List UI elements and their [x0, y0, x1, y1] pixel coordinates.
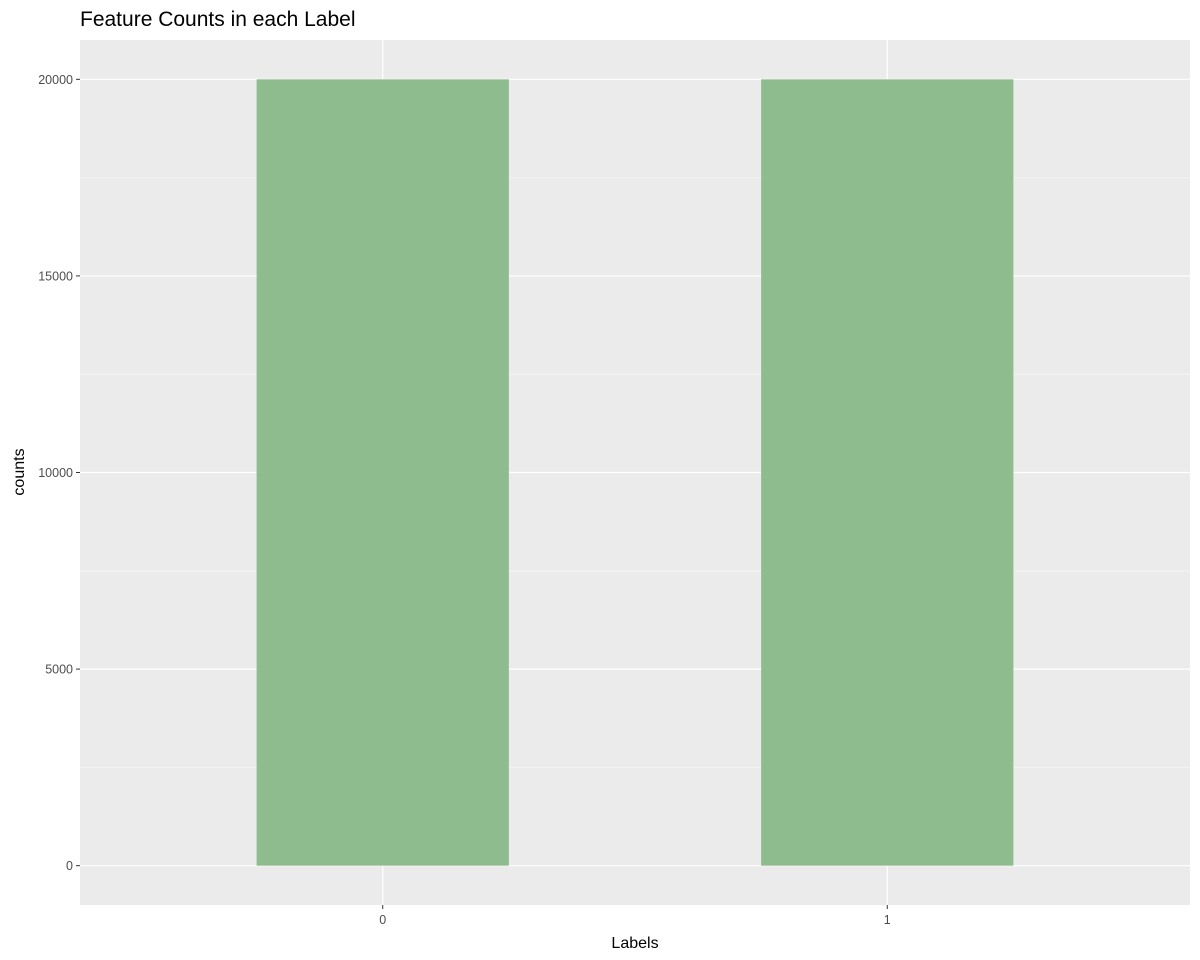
x-axis-title: Labels [611, 935, 658, 952]
bars [256, 79, 1014, 866]
y-tick-label: 15000 [38, 269, 73, 283]
y-tick-label: 0 [66, 859, 73, 873]
bar-0 [256, 79, 509, 866]
y-tick-label: 20000 [38, 73, 73, 87]
x-tick-label: 0 [379, 913, 386, 927]
y-tick-label: 5000 [45, 663, 73, 677]
y-tick-label: 10000 [38, 466, 73, 480]
chart-title: Feature Counts in each Label [80, 8, 356, 31]
y-axis-title: counts [11, 448, 28, 495]
x-tick-label: 1 [884, 913, 891, 927]
bar-1 [761, 79, 1014, 866]
y-axis: 0 5000 10000 15000 20000 [38, 73, 80, 873]
